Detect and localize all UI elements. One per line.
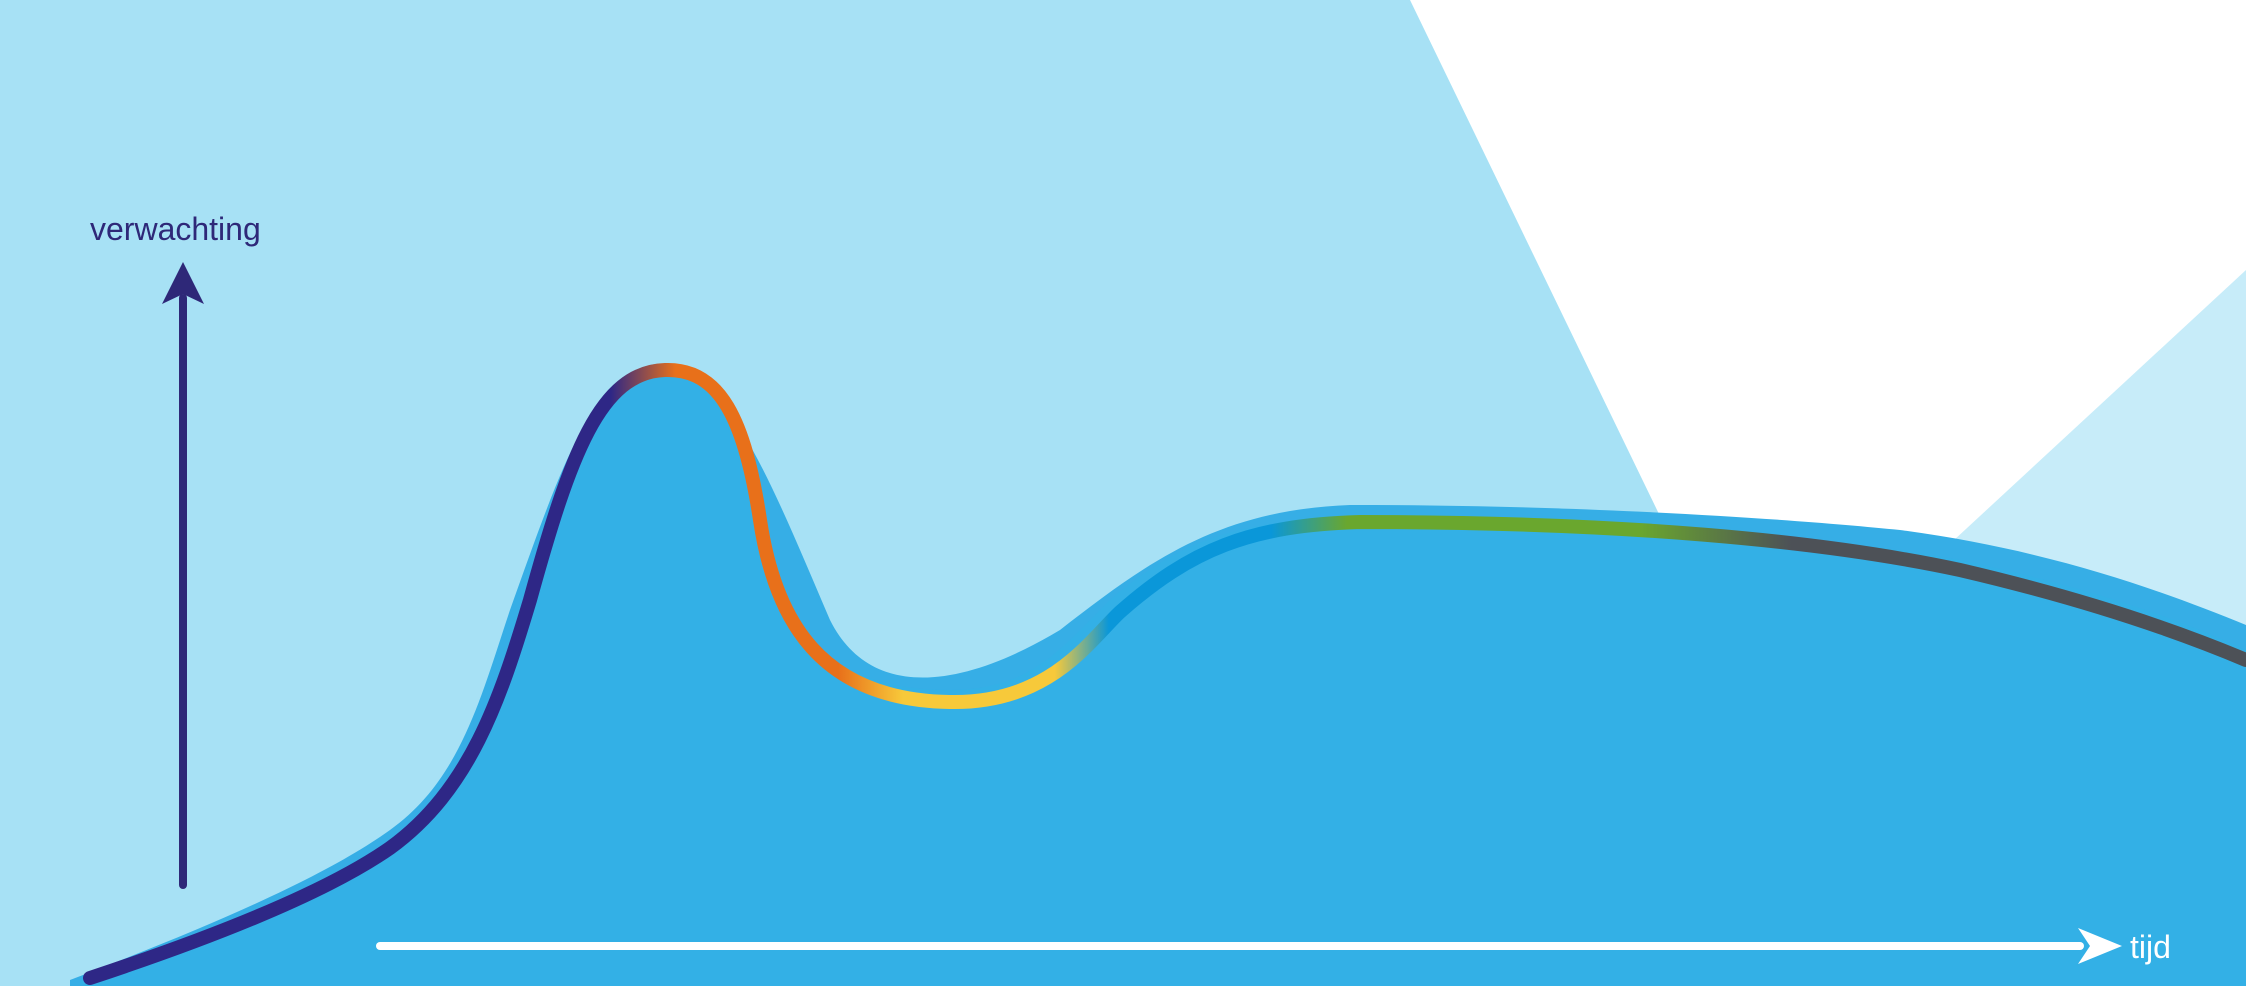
x-axis-arrowhead	[2078, 928, 2122, 964]
y-axis-label: verwachting	[90, 211, 261, 247]
x-axis-label: tijd	[2130, 929, 2171, 965]
hill-fill	[80, 369, 2246, 986]
hype-curve	[83, 362, 2246, 985]
y-axis-arrowhead	[162, 262, 204, 304]
